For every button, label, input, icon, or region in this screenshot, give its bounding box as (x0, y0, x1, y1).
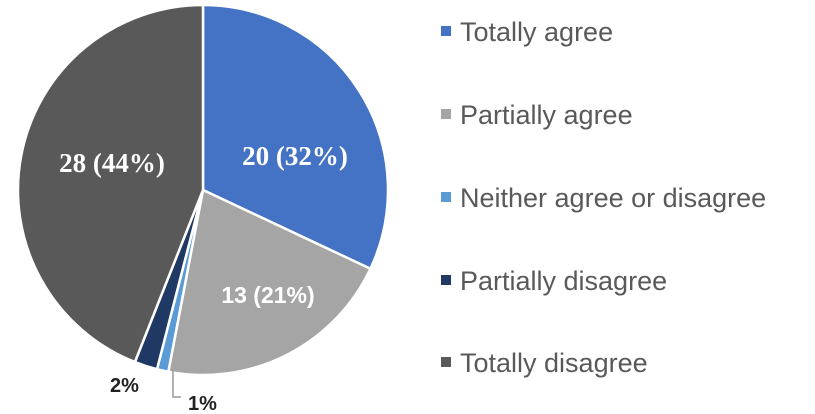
legend-label-partially-disagree: Partially disagree (460, 266, 667, 296)
legend-swatch-partially-disagree (441, 275, 451, 285)
leader-line-1pct (172, 370, 181, 398)
legend-swatch-neither (441, 192, 451, 202)
pie-slice-partially-agree (166, 188, 373, 377)
legend-label-totally-agree: Totally agree (460, 17, 613, 47)
legend: Totally agree Partially agree Neither ag… (441, 17, 766, 378)
slice-label-totally-disagree: 28 (44%) (59, 148, 165, 178)
slice-label-totally-agree: 20 (32%) (242, 141, 348, 171)
legend-swatch-partially-agree (441, 109, 451, 119)
slice-label-partially-disagree: 2% (110, 375, 139, 397)
pie-slices (16, 3, 390, 377)
pie-slice-totally-disagree (16, 3, 205, 364)
slice-label-neither: 1% (188, 393, 217, 414)
legend-swatch-totally-agree (441, 26, 451, 36)
pie-slice-totally-agree (201, 3, 390, 271)
legend-label-partially-agree: Partially agree (460, 100, 633, 130)
legend-label-neither: Neither agree or disagree (460, 183, 766, 213)
legend-swatch-totally-disagree (441, 357, 451, 367)
legend-label-totally-disagree: Totally disagree (460, 348, 648, 378)
slice-label-partially-agree: 13 (21%) (221, 282, 314, 308)
